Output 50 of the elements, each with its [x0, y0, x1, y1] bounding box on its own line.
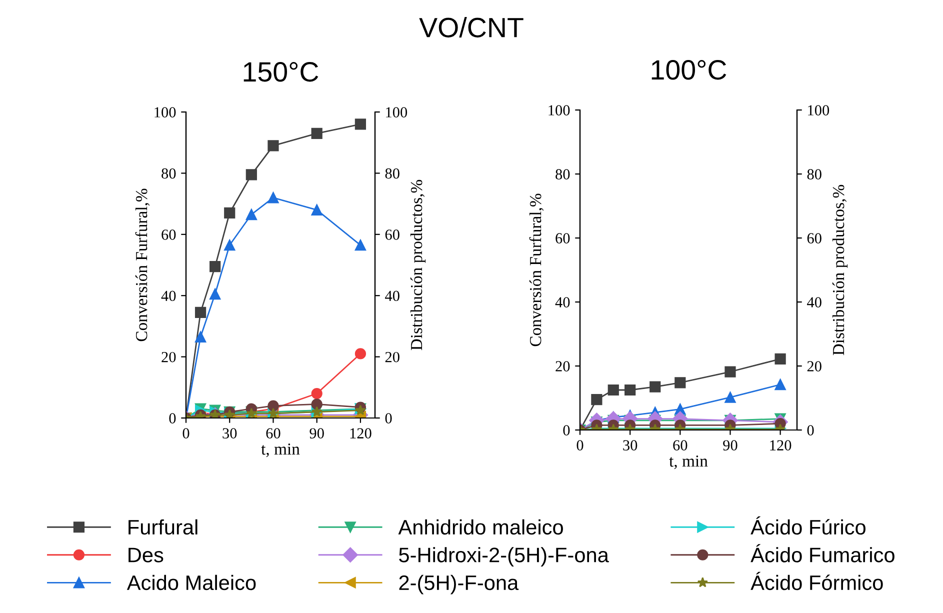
y-axis-title: Conversión Furfural,%: [135, 188, 150, 342]
x-tick-label: 0: [182, 428, 190, 438]
y-tick-label: 60: [556, 233, 570, 244]
legend-label: Ácido Fórmico: [750, 572, 883, 590]
legend-label: 5-Hidroxi-2-(5H)-F-ona: [399, 547, 609, 566]
text: VO/CNT: [419, 17, 524, 38]
y-axis-title: Conversión Furfural,%: [529, 194, 544, 346]
x-axis-title: t, min: [669, 455, 708, 470]
y-tick-label: 20: [556, 361, 570, 372]
y-tick-label: 20: [162, 352, 176, 362]
legend-label: Des: [128, 548, 164, 562]
y-tick-label: 40: [161, 290, 176, 302]
y2-tick-label: 60: [807, 233, 822, 244]
y2-tick-label: 0: [385, 413, 392, 424]
x-tick-label: 120: [770, 440, 792, 450]
x-tick-label: 60: [673, 440, 688, 450]
legend-label: Ácido Fúrico: [750, 516, 866, 535]
y-tick-label: 0: [169, 413, 176, 424]
legend-label: 2-(5H)-F-ona: [399, 574, 519, 594]
y2-tick-label: 20: [385, 352, 400, 362]
chart-title: 100°C: [652, 60, 726, 80]
y-tick-label: 100: [154, 107, 176, 118]
x-tick-label: 30: [623, 440, 638, 450]
legend-label: Anhidrido maleico: [398, 519, 563, 535]
legend-label: Ácido Fumarico: [750, 544, 894, 562]
x-tick-label: 0: [576, 440, 584, 450]
y-tick-label: 80: [162, 168, 176, 179]
y-tick-label: 80: [556, 169, 570, 180]
y2-tick-label: 100: [808, 105, 830, 116]
y2-axis-title: Distribución productos,%: [410, 180, 426, 350]
y2-axis-title: Distribución productos,%: [832, 184, 848, 356]
x-tick-label: 90: [723, 440, 738, 450]
x-tick-label: 120: [350, 428, 372, 438]
legend-label: Acido Maleico: [126, 574, 256, 590]
y-tick-label: 100: [548, 105, 570, 116]
x-tick-label: 60: [266, 428, 280, 438]
y2-tick-label: 60: [385, 230, 400, 240]
y2-tick-label: 20: [807, 361, 822, 372]
y-tick-label: 60: [162, 230, 176, 240]
y2-tick-label: 80: [807, 169, 822, 180]
chart-title: 150°C: [244, 62, 318, 82]
y2-tick-label: 100: [386, 107, 408, 118]
y2-tick-label: 40: [385, 290, 400, 302]
y-tick-label: 40: [555, 297, 570, 308]
x-tick-label: 30: [222, 428, 237, 438]
y2-tick-label: 40: [807, 297, 822, 308]
x-axis-title: t, min: [261, 443, 300, 458]
x-tick-label: 90: [310, 428, 324, 438]
y2-tick-label: 80: [385, 168, 400, 179]
legend-label: Furfural: [128, 519, 198, 535]
